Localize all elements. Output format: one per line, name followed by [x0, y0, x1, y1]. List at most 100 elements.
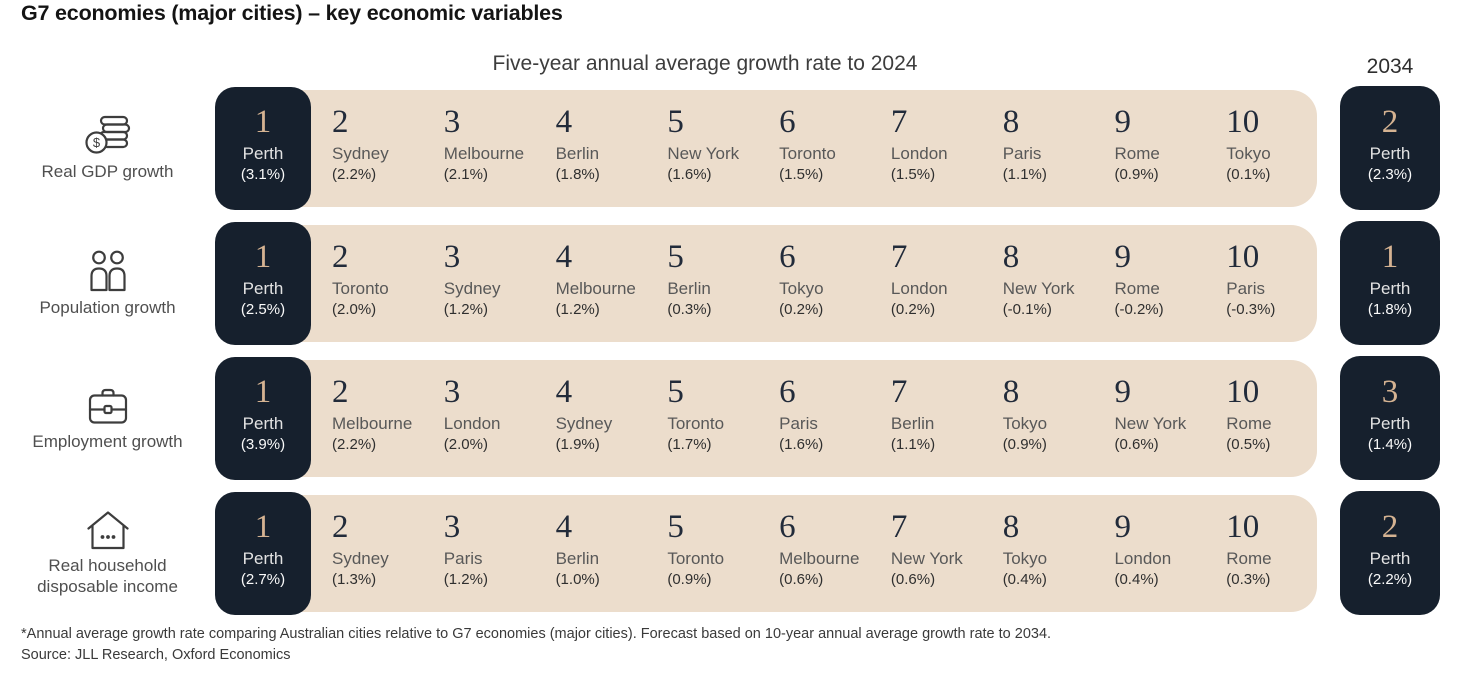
growth-value: (0.2%)	[779, 301, 824, 318]
growth-value: (0.5%)	[1226, 436, 1271, 453]
rank-number: 1	[254, 239, 272, 275]
rank-number: 7	[890, 509, 908, 545]
growth-value: (0.4%)	[1114, 571, 1159, 588]
city-name: London	[890, 279, 948, 298]
rank-number: 9	[1114, 104, 1131, 140]
city-name: Paris	[1002, 144, 1042, 163]
people-icon	[89, 250, 126, 292]
growth-value: (1.2%)	[443, 301, 488, 318]
rank-cell: 2 Sydney (1.3%)	[311, 495, 423, 612]
growth-value: (0.2%)	[890, 301, 936, 318]
rank-cell: 1 Perth (2.7%)	[215, 492, 311, 615]
forecast-year-header: 2034	[1366, 55, 1414, 78]
city-name: Rome	[1114, 279, 1160, 298]
city-name: Perth	[242, 414, 284, 433]
rank-cell: 7 New York (0.6%)	[870, 495, 982, 612]
growth-value: (0.3%)	[667, 301, 712, 318]
rank-number: 9	[1114, 374, 1131, 410]
rank-number: 1	[1381, 239, 1399, 275]
coins-icon: $	[84, 115, 130, 154]
period-header: Five-year annual average growth rate to …	[492, 52, 918, 75]
city-name: Toronto	[332, 279, 389, 298]
city-name: Berlin	[555, 549, 600, 568]
city-name: Perth	[1369, 279, 1411, 298]
rank-cell: 6 Melbourne (0.6%)	[758, 495, 870, 612]
rank-number: 3	[1381, 374, 1399, 410]
rank-number: 10	[1226, 509, 1260, 545]
rank-cell: 1 Perth (3.9%)	[215, 357, 311, 480]
growth-value: (1.1%)	[890, 436, 936, 453]
metric-row-1: Population growth 1 Perth (2.5%) 2 Toronto (2.…	[0, 221, 1464, 345]
city-name: Tokyo	[1002, 549, 1048, 568]
rank-cell: 10 Rome (0.3%)	[1205, 495, 1317, 612]
rank-number: 10	[1226, 374, 1260, 410]
rank-cell: 5 Berlin (0.3%)	[646, 225, 758, 342]
metric-label: Real household disposable income	[37, 556, 178, 596]
city-name: Toronto	[779, 144, 836, 163]
metric-row-0: $ Real GDP growth 1 Perth (3.1%) 2 Sydney (2.2…	[0, 86, 1464, 210]
rank-number: 9	[1114, 509, 1131, 545]
rank-cell: 1 Perth (3.1%)	[215, 87, 311, 210]
city-name: Tokyo	[1226, 144, 1271, 163]
rank-number: 2	[332, 374, 349, 410]
city-name: Paris	[443, 549, 483, 568]
growth-value: (-0.3%)	[1226, 301, 1276, 318]
rank-number: 6	[779, 374, 796, 410]
rank-number: 4	[555, 239, 573, 275]
growth-value: (1.8%)	[555, 166, 600, 183]
rank-number: 10	[1226, 239, 1260, 275]
metric-label: Employment growth	[32, 431, 183, 451]
city-name: Perth	[1369, 414, 1411, 433]
rank-cell: 5 Toronto (0.9%)	[646, 495, 758, 612]
rank-number: 4	[555, 509, 573, 545]
rank-number: 4	[555, 374, 573, 410]
growth-value: (2.2%)	[332, 436, 377, 453]
rank-number: 6	[779, 509, 796, 545]
city-name: New York	[1002, 279, 1075, 298]
growth-value: (1.8%)	[1367, 301, 1413, 318]
rank-number: 9	[1114, 239, 1131, 275]
city-name: Tokyo	[779, 279, 824, 298]
forecast-box: 2 Perth (2.2%)	[1340, 491, 1440, 615]
rank-number: 10	[1226, 104, 1260, 140]
rank-number: 3	[443, 239, 461, 275]
city-name: London	[443, 414, 501, 433]
rank-cell: 9 Rome (0.9%)	[1093, 90, 1205, 207]
rank-number: 8	[1002, 239, 1020, 275]
growth-value: (2.0%)	[443, 436, 488, 453]
rank-number: 1	[254, 374, 272, 410]
source-line: Source: JLL Research, Oxford Economics	[21, 647, 291, 663]
rank-number: 2	[1381, 104, 1399, 140]
growth-value: (0.6%)	[779, 571, 824, 588]
city-name: Melbourne	[555, 279, 636, 298]
growth-value: (0.6%)	[890, 571, 936, 588]
rank-number: 5	[667, 104, 684, 140]
metric-label-block: Employment growth	[0, 360, 215, 477]
city-name: Berlin	[667, 279, 711, 298]
rank-cell: 4 Berlin (1.0%)	[535, 495, 647, 612]
growth-value: (0.9%)	[667, 571, 712, 588]
city-name: London	[890, 144, 948, 163]
growth-value: (0.6%)	[1114, 436, 1159, 453]
growth-value: (1.2%)	[555, 301, 600, 318]
metric-label-block: Population growth	[0, 225, 215, 342]
rank-number: 5	[667, 239, 684, 275]
rank-cell: 8 New York (-0.1%)	[982, 225, 1094, 342]
city-name: Berlin	[890, 414, 935, 433]
rank-cell: 4 Sydney (1.9%)	[535, 360, 647, 477]
rank-cell: 5 Toronto (1.7%)	[646, 360, 758, 477]
house-icon	[86, 511, 129, 550]
rank-number: 1	[254, 509, 272, 545]
growth-value: (0.9%)	[1114, 166, 1159, 183]
growth-value: (1.7%)	[667, 436, 712, 453]
rank-cell: 5 New York (1.6%)	[646, 90, 758, 207]
rank-number: 2	[332, 509, 349, 545]
growth-value: (2.2%)	[1367, 571, 1413, 588]
metric-label-block: Real household disposable income	[0, 495, 215, 612]
footnote: *Annual average growth rate comparing Au…	[21, 626, 1052, 642]
rank-cell: 9 New York (0.6%)	[1093, 360, 1205, 477]
rank-cell: 8 Tokyo (0.9%)	[982, 360, 1094, 477]
metric-label-block: $ Real GDP growth	[0, 90, 215, 207]
growth-value: (1.9%)	[555, 436, 600, 453]
